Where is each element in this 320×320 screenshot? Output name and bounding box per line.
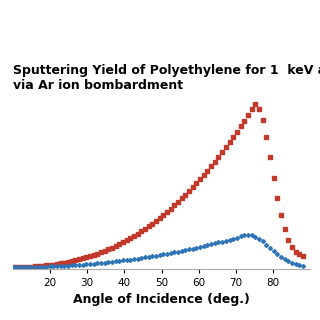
Text: Sputtering Yield of Polyethylene for 1  keV and 5 keV
via Ar ion bombardment: Sputtering Yield of Polyethylene for 1 k… (13, 64, 320, 92)
X-axis label: Angle of Incidence (deg.): Angle of Incidence (deg.) (73, 293, 250, 306)
